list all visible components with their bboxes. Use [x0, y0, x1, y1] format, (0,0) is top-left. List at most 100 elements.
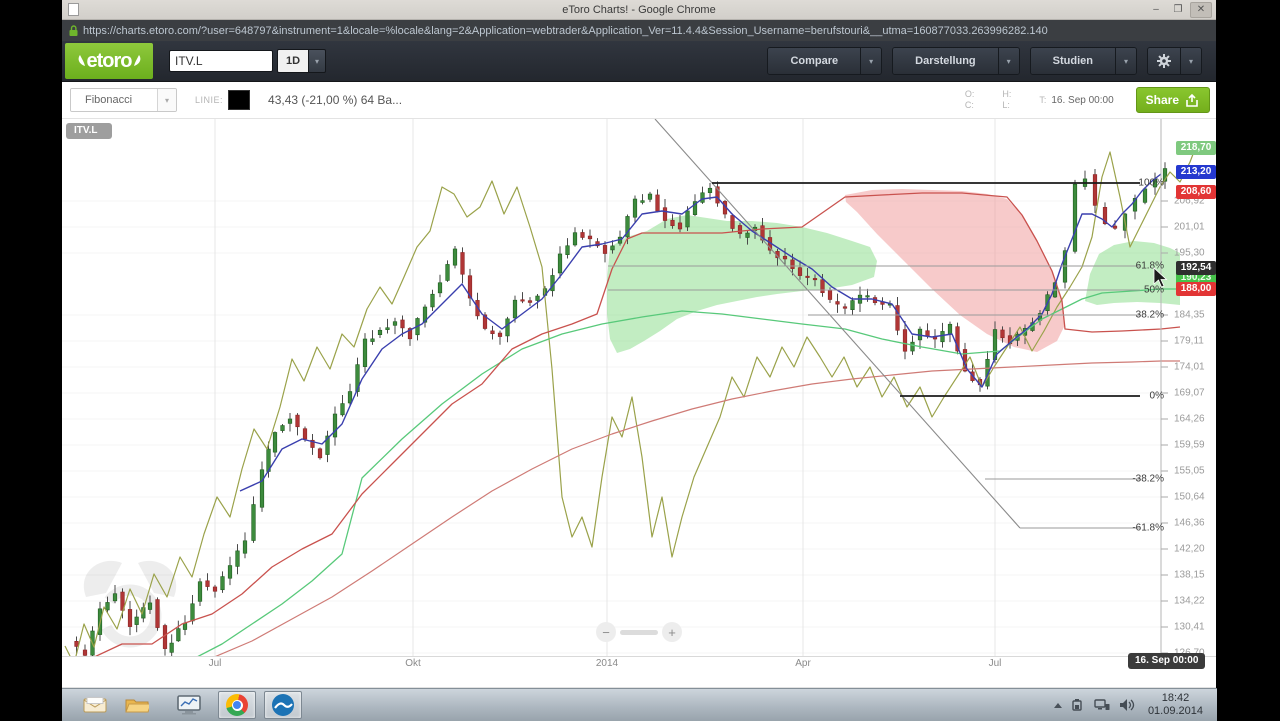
price-chart[interactable] [62, 119, 1216, 656]
zoom-out-button[interactable]: − [596, 622, 616, 642]
compare-label: Compare [768, 48, 861, 74]
darstellung-button[interactable]: Darstellung ▾ [892, 47, 1020, 75]
crosshair-time-tooltip: 16. Sep 00:00 [1128, 653, 1206, 669]
close-button[interactable]: ✕ [1190, 1, 1212, 18]
timeframe-button[interactable]: 1D [277, 49, 310, 73]
trend-line [654, 119, 1021, 529]
mouse-cursor [1153, 267, 1168, 288]
price-axis-label: 146,36 [1174, 517, 1205, 529]
bull-horn-right-icon [133, 55, 140, 66]
compare-button[interactable]: Compare ▾ [767, 47, 883, 75]
price-axis-label: 169,07 [1174, 387, 1205, 399]
fib-level-label: -61.8% [1132, 522, 1164, 534]
share-button[interactable]: Share [1135, 87, 1210, 113]
gear-icon[interactable] [1148, 48, 1180, 74]
drawing-tool-dropdown[interactable]: Fibonacci ▾ [70, 88, 177, 112]
time-axis-label: Apr [795, 658, 811, 669]
price-axis-label: 184,35 [1174, 309, 1205, 321]
zoom-in-button[interactable]: + [662, 622, 682, 642]
darstellung-label: Darstellung [893, 48, 998, 74]
price-axis-label: 174,01 [1174, 361, 1205, 373]
url-text: https://charts.etoro.com/?user=648797&in… [83, 24, 1048, 37]
page-favicon-icon [68, 3, 79, 16]
https-lock-icon [69, 25, 78, 36]
settings-button[interactable]: ▾ [1147, 47, 1202, 75]
tray-network-icon[interactable] [1094, 698, 1110, 712]
taskbar-openoffice-button[interactable] [264, 691, 302, 719]
browser-window: eToro Charts! - Google Chrome – ❐ ✕ http… [62, 0, 1216, 704]
price-axis-label: 164,26 [1174, 413, 1205, 425]
price-axis-label: 134,22 [1174, 595, 1205, 607]
fib-level-label: -38.2% [1132, 473, 1164, 485]
price-axis-label: 130,41 [1174, 621, 1205, 633]
time-axis-label: 2014 [595, 658, 619, 669]
address-bar[interactable]: https://charts.etoro.com/?user=648797&in… [62, 20, 1216, 41]
timeframe-caret[interactable]: ▾ [309, 49, 327, 73]
time-axis-label: Jul [988, 658, 1002, 669]
settings-caret-icon[interactable]: ▾ [1180, 48, 1201, 74]
studien-label: Studien [1030, 48, 1115, 74]
price-axis-label: 206,92 [1174, 195, 1205, 207]
line-color-swatch[interactable] [228, 90, 251, 110]
studien-button[interactable]: Studien ▾ [1029, 47, 1137, 75]
price-axis-label: 201,01 [1174, 221, 1205, 233]
line-color-label: LINIE: [195, 95, 224, 105]
bull-horn-left-icon [78, 55, 85, 66]
price-axis-label: 155,05 [1174, 465, 1205, 477]
time-value: 16. Sep 00:00 [1051, 94, 1114, 106]
clock-date: 01.09.2014 [1147, 705, 1203, 717]
minimize-button[interactable]: – [1153, 4, 1159, 15]
tray-volume-icon[interactable] [1119, 698, 1135, 712]
compare-caret-icon[interactable]: ▾ [860, 48, 882, 74]
zoom-control[interactable]: − + [596, 622, 682, 642]
instrument-input[interactable] [169, 50, 273, 72]
low-label: L: [1002, 100, 1010, 110]
price-badge: 218,70 [1176, 141, 1216, 155]
price-axis-label: 142,20 [1174, 543, 1205, 555]
studien-caret-icon[interactable]: ▾ [1115, 48, 1136, 74]
fib-level-label: 61.8% [1135, 260, 1164, 272]
price-badge: 192,54 [1176, 261, 1216, 275]
price-axis-label: 159,59 [1174, 439, 1205, 451]
zoom-slider[interactable] [620, 629, 658, 635]
price-axis-label: 179,11 [1174, 335, 1204, 347]
restore-button[interactable]: ❐ [1173, 4, 1183, 15]
taskbar-mail-icon[interactable] [80, 692, 110, 718]
symbol-badge: ITV.L [66, 123, 112, 139]
darstellung-caret-icon[interactable]: ▾ [997, 48, 1019, 74]
windows-taskbar: 18:42 01.09.2014 [62, 688, 1217, 721]
taskbar-clock[interactable]: 18:42 01.09.2014 [1144, 692, 1211, 718]
price-axis-label: 195,30 [1174, 247, 1205, 259]
etoro-logo-text: etoro [86, 49, 133, 72]
time-axis-label: Jul [208, 658, 222, 669]
drawing-tool-label: Fibonacci [71, 89, 157, 111]
stop-line-green [197, 288, 1180, 656]
price-axis-label: 150,64 [1174, 491, 1205, 503]
drawing-tool-caret-icon[interactable]: ▾ [157, 89, 176, 111]
price-badge: 188,00 [1176, 282, 1216, 296]
tray-show-hidden-icon[interactable] [1053, 702, 1062, 708]
high-label: H: [1002, 89, 1012, 99]
stop-line-red-lower [215, 360, 1180, 656]
close-label: C: [964, 100, 974, 110]
tray-power-icon[interactable] [1071, 698, 1085, 712]
time-label: T: [1039, 94, 1047, 105]
etoro-logo: etoro [65, 43, 153, 79]
chart-container[interactable]: ITV.L − + 100% 61.8% 50% 38.2% 0% -38.2% -61.8… [62, 119, 1216, 687]
share-label: Share [1145, 93, 1179, 107]
fib-level-label: 50% [1143, 284, 1164, 296]
fib-level-label: 100% [1138, 177, 1164, 189]
open-label: O: [964, 89, 975, 99]
taskbar-chart-app-icon[interactable] [174, 692, 204, 718]
time-axis: Jul Okt 2014 Apr Jul [62, 656, 1216, 671]
share-icon [1186, 93, 1198, 107]
price-axis-label: 138,15 [1174, 569, 1205, 581]
openoffice-icon [272, 694, 294, 716]
price-badge: 213,20 [1176, 165, 1216, 179]
taskbar-folder-icon[interactable] [122, 692, 152, 718]
taskbar-chrome-button[interactable] [218, 691, 256, 719]
quote-summary: 43,43 (-21,00 %) 64 Ba... [268, 93, 403, 107]
browser-titlebar: eToro Charts! - Google Chrome – ❐ ✕ [62, 0, 1216, 20]
time-axis-label: Okt [405, 658, 421, 669]
fib-level-label: 38.2% [1135, 309, 1164, 321]
